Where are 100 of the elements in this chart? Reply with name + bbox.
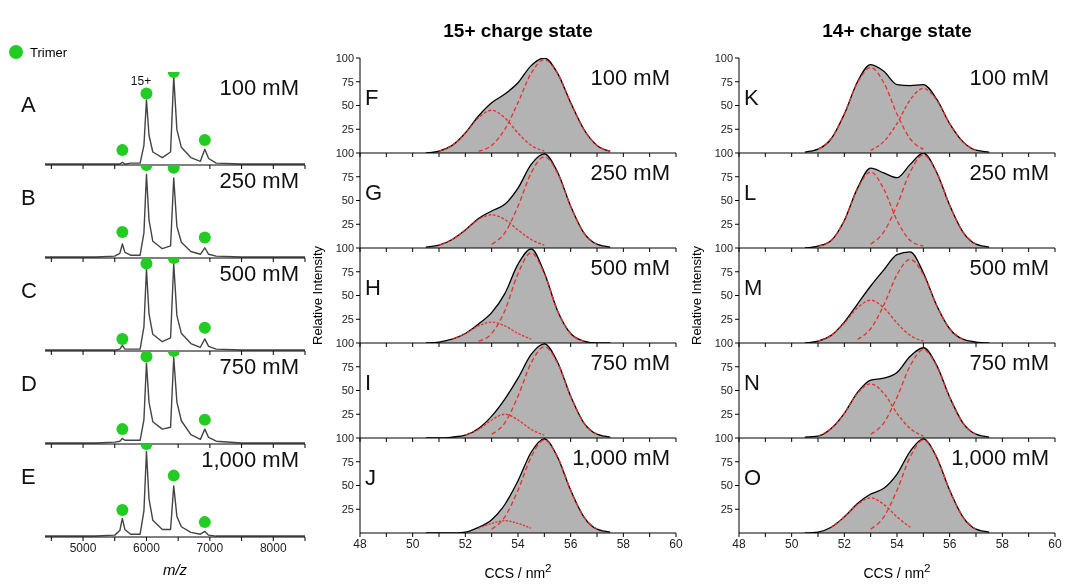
y-tick-label: 25 [341,218,354,231]
x-tick-label: 50 [405,536,420,551]
point [116,504,129,517]
y-tick-label: 50 [720,479,733,492]
y-tick-label: 25 [720,313,733,326]
x-tick-label: 58 [995,536,1010,551]
x-tick-label: 52 [837,536,852,551]
y-tick-label: 100 [714,51,733,64]
y-tick-label: 100 [335,431,354,444]
annotation: 1,000 mM [201,447,299,472]
annotation: 250 mM [969,160,1049,185]
annotation: 100 mM [219,75,299,100]
x-tick-label: 56 [942,536,957,551]
annotation: 500 mM [969,255,1049,280]
x-tick-label: 50 [784,536,799,551]
y-axis-title: Relative Intensity [310,245,326,347]
annotation: 750 mM [219,354,299,379]
text: E [21,463,36,489]
annotation: 750 mM [590,350,670,375]
point [116,332,129,345]
x-tick-label: 52 [458,536,473,551]
x-tick-label: 54 [511,536,525,551]
point [116,225,129,238]
y-tick-label: 25 [720,123,733,136]
annotation: 750 mM [969,350,1049,375]
annotation: 15+ [130,74,152,88]
y-tick-label: 25 [341,123,354,136]
point [198,231,211,244]
annotation: 100 mM [969,65,1049,90]
y-tick-label: 100 [714,146,733,159]
text: C [21,277,37,303]
y-tick-label: 100 [335,146,354,159]
y-tick-label: 50 [341,194,354,207]
annotation: 1,000 mM [572,445,670,470]
y-tick-label: 75 [341,170,354,183]
y-tick-label: 50 [341,384,354,397]
y-tick-label: 50 [720,194,733,207]
annotation: N [744,369,760,395]
annotation: 500 mM [590,255,670,280]
y-tick-label: 25 [341,313,354,326]
text: D [21,370,37,396]
y-tick-label: 50 [720,384,733,397]
y-tick-label: 75 [720,265,733,278]
x-tick-label: 48 [732,536,746,551]
annotation: 100 mM [590,65,670,90]
y-tick-label: 100 [335,336,354,349]
annotation: L [744,179,757,205]
x-tick-label: 56 [563,536,578,551]
x-tick-label: 60 [669,536,683,551]
y-tick-label: 50 [341,479,354,492]
x-tick-label: 48 [353,536,367,551]
y-tick-label: 100 [714,336,733,349]
x-axis-title: CCS / nm$^{2}$ [862,561,932,581]
annotation: H [365,274,381,300]
y-tick-label: 75 [720,360,733,373]
annotation: O [744,464,762,490]
annotation: 250 mM [219,168,299,193]
y-tick-label: 25 [720,218,733,231]
annotation: K [744,84,759,110]
point [198,321,211,334]
point [140,87,153,100]
y-tick-label: 75 [341,455,354,468]
y-tick-label: 50 [341,99,354,112]
chart-title: 14+ charge state [821,20,973,42]
point [116,144,129,157]
x-tick-label: 58 [616,536,631,551]
y-axis-title: Relative Intensity [689,245,705,347]
legend-label: Trimer [30,44,68,60]
text: B [21,184,36,210]
x-tick-label: 7000 [196,540,224,555]
y-tick-label: 25 [341,408,354,421]
point [140,258,153,270]
y-tick-label: 75 [341,360,354,373]
y-tick-label: 75 [720,455,733,468]
y-tick-label: 100 [714,431,733,444]
y-tick-label: 100 [714,241,733,254]
point [167,469,180,482]
point [198,133,211,146]
x-tick-label: 8000 [259,540,287,555]
x-axis-title: CCS / nm$^{2}$ [483,561,553,581]
chart-title: 15+ charge state [442,20,594,42]
y-tick-label: 100 [335,241,354,254]
y-tick-label: 75 [341,75,354,88]
x-tick-label: 5000 [69,540,97,555]
annotation: M [744,274,763,300]
annotation: 250 mM [590,160,670,185]
annotation: F [365,84,379,110]
y-tick-label: 75 [720,170,733,183]
annotation: 500 mM [219,261,299,286]
y-tick-label: 25 [720,408,733,421]
annotation: J [365,464,376,490]
annotation: G [365,179,383,205]
annotation: I [365,369,372,395]
x-tick-label: 54 [890,536,904,551]
y-tick-label: 25 [720,503,733,516]
y-tick-label: 25 [341,503,354,516]
y-tick-label: 50 [341,289,354,302]
point [198,516,211,529]
text: A [21,91,36,117]
x-tick-label: 6000 [133,540,161,555]
